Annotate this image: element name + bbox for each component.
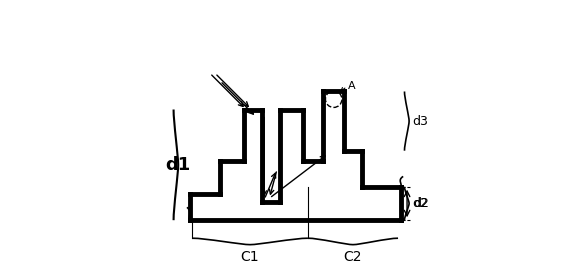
- Text: C1: C1: [240, 250, 259, 264]
- Text: d3: d3: [412, 115, 428, 128]
- Text: d2: d2: [412, 197, 428, 210]
- Text: d1: d1: [165, 156, 190, 174]
- Text: A: A: [348, 81, 356, 91]
- Text: d2: d2: [414, 197, 429, 210]
- Text: C2: C2: [344, 250, 362, 264]
